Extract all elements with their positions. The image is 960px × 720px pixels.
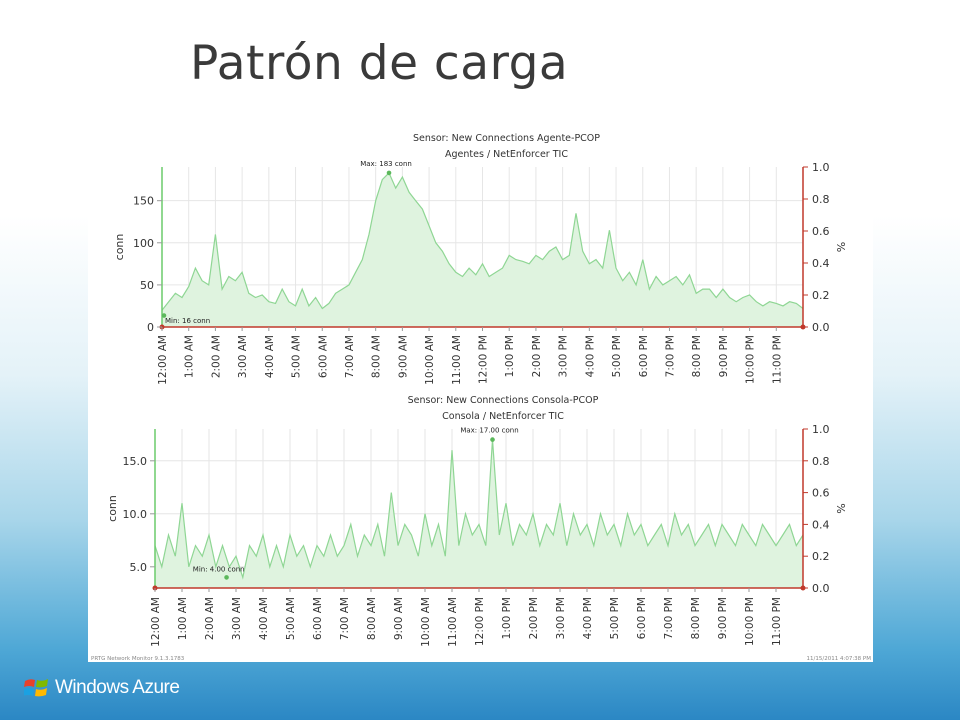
chart1-y2tick-label: 0.4	[812, 257, 830, 270]
chart2-y2tick-label: 0.6	[812, 487, 830, 500]
chart1-xtick-label: 3:00 PM	[558, 335, 570, 377]
chart2-max-dot	[490, 437, 495, 442]
chart2-y2tick-label: 1.0	[812, 423, 830, 436]
chart1-title: Sensor: New Connections Agente-PCOP	[413, 133, 600, 144]
chart2-title: Sensor: New Connections Consola-PCOP	[408, 395, 599, 406]
chart1-xtick-label: 3:00 AM	[237, 335, 249, 378]
chart1-series-area	[162, 172, 803, 327]
chart2-xtick-label: 7:00 PM	[663, 597, 675, 639]
chart2-y2tick-label: 0.4	[812, 518, 830, 531]
chart1-y2tick-label: 0.0	[812, 321, 830, 334]
chart2-xtick-label: 6:00 AM	[312, 597, 324, 640]
chart1-subtitle: Agentes / NetEnforcer TIC	[445, 149, 568, 160]
chart1-xtick-label: 7:00 PM	[664, 335, 676, 377]
logo-text: Windows Azure	[55, 677, 180, 698]
chart1-xtick-label: 12:00 AM	[157, 335, 169, 385]
chart1-xtick-label: 4:00 PM	[584, 335, 596, 377]
chart1-xtick-label: 11:00 PM	[771, 335, 783, 384]
chart2-ytick-label: 15.0	[123, 455, 148, 468]
chart2-ylabel: conn	[106, 495, 119, 522]
chart1-xtick-label: 2:00 PM	[531, 335, 543, 377]
chart2-xtick-label: 11:00 AM	[447, 597, 459, 647]
chart1-ylabel: conn	[113, 234, 126, 261]
chart2-min-label: Min: 4.00 conn	[193, 565, 245, 573]
chart2-series-area	[155, 439, 803, 588]
chart2-xtick-label: 10:00 PM	[744, 597, 756, 646]
chart2-xtick-label: 5:00 PM	[609, 597, 621, 639]
chart1-xtick-label: 5:00 AM	[291, 335, 303, 378]
chart1-xtick-label: 12:00 PM	[478, 335, 490, 384]
chart1-xtick-label: 6:00 PM	[638, 335, 650, 377]
chart1-y2tick-label: 0.6	[812, 225, 830, 238]
chart1-xtick-label: 4:00 AM	[264, 335, 276, 378]
chart2-xtick-label: 2:00 AM	[204, 597, 216, 640]
chart1-xtick-label: 9:00 AM	[397, 335, 409, 378]
chart-panel: Sensor: New Connections Agente-PCOP Agent…	[88, 127, 873, 662]
chart2-xtick-label: 2:00 PM	[528, 597, 540, 639]
chart2-xtick-label: 12:00 AM	[150, 597, 162, 647]
chart2-y2tick-label: 0.8	[812, 455, 830, 468]
chart1-ytick-label: 0	[147, 321, 154, 334]
chart2-xtick-label: 9:00 AM	[393, 597, 405, 640]
chart1-xtick-label: 9:00 PM	[718, 335, 730, 377]
chart2-xtick-label: 4:00 AM	[258, 597, 270, 640]
chart2-ytick-label: 10.0	[123, 508, 148, 521]
chart2-xtick-label: 10:00 AM	[420, 597, 432, 647]
footer-monitor-version: PRTG Network Monitor 9.1.3.1783	[91, 656, 185, 662]
chart2-xtick-label: 3:00 PM	[555, 597, 567, 639]
chart1-max-dot	[386, 170, 392, 176]
chart2-xtick-label: 4:00 PM	[582, 597, 594, 639]
chart1-series-line	[161, 171, 804, 311]
chart1-y2tick-label: 0.2	[812, 289, 830, 302]
charts-svg: Sensor: New Connections Agente-PCOP Agent…	[106, 133, 848, 647]
chart1-max-label: Max: 183 conn	[360, 160, 412, 168]
chart2-xtick-label: 5:00 AM	[285, 597, 297, 640]
chart2-xtick-label: 3:00 AM	[231, 597, 243, 640]
chart1-xtick-label: 2:00 AM	[210, 335, 222, 378]
chart2-xtick-label: 9:00 PM	[717, 597, 729, 639]
windows-flag-icon	[23, 679, 48, 697]
chart2-xtick-label: 8:00 PM	[690, 597, 702, 639]
chart2-xtick-label: 12:00 PM	[474, 597, 486, 646]
chart2-series-line	[154, 439, 804, 580]
chart2-xtick-label: 6:00 PM	[636, 597, 648, 639]
chart1-ytick-label: 100	[133, 237, 154, 250]
chart1-xtick-label: 10:00 PM	[745, 335, 757, 384]
chart1-xtick-label: 1:00 PM	[504, 335, 516, 377]
chart1-xtick-label: 8:00 AM	[371, 335, 383, 378]
chart1-xtick-label: 5:00 PM	[611, 335, 623, 377]
chart1-ytick-label: 150	[133, 195, 154, 208]
chart1-y2tick-label: 0.8	[812, 193, 830, 206]
chart2-min-dot	[224, 575, 229, 580]
chart1-xtick-label: 8:00 PM	[691, 335, 703, 377]
windows-azure-logo: Windows Azure	[23, 676, 180, 704]
chart1-min-label: Min: 16 conn	[165, 317, 210, 325]
chart2-xtick-label: 8:00 AM	[366, 597, 378, 640]
footer-timestamp: 11/15/2011 4:07:38 PM	[806, 656, 871, 662]
chart2-ytick-label: 5.0	[130, 561, 148, 574]
chart1-y2label: %	[835, 242, 848, 252]
chart1-y2tick-label: 1.0	[812, 161, 830, 174]
chart1-ytick-label: 50	[140, 279, 154, 292]
chart2-y2tick-label: 0.2	[812, 550, 830, 563]
chart2-subtitle: Consola / NetEnforcer TIC	[442, 411, 564, 422]
chart2-xtick-label: 1:00 AM	[177, 597, 189, 640]
chart2-xtick-label: 1:00 PM	[501, 597, 513, 639]
chart1-min-dot	[161, 313, 167, 318]
chart1-xtick-label: 7:00 AM	[344, 335, 356, 378]
chart1-xtick-label: 10:00 AM	[424, 335, 436, 385]
chart1-xtick-label: 1:00 AM	[184, 335, 196, 378]
chart2-xtick-label: 11:00 PM	[771, 597, 783, 646]
chart2-max-label: Max: 17.00 conn	[460, 427, 518, 435]
chart2-xtick-label: 7:00 AM	[339, 597, 351, 640]
chart2-y2tick-label: 0.0	[812, 582, 830, 595]
chart1-xtick-label: 11:00 AM	[451, 335, 463, 385]
chart2-y2label: %	[835, 503, 848, 513]
slide-title: Patrón de carga	[190, 36, 569, 91]
chart1-xtick-label: 6:00 AM	[317, 335, 329, 378]
